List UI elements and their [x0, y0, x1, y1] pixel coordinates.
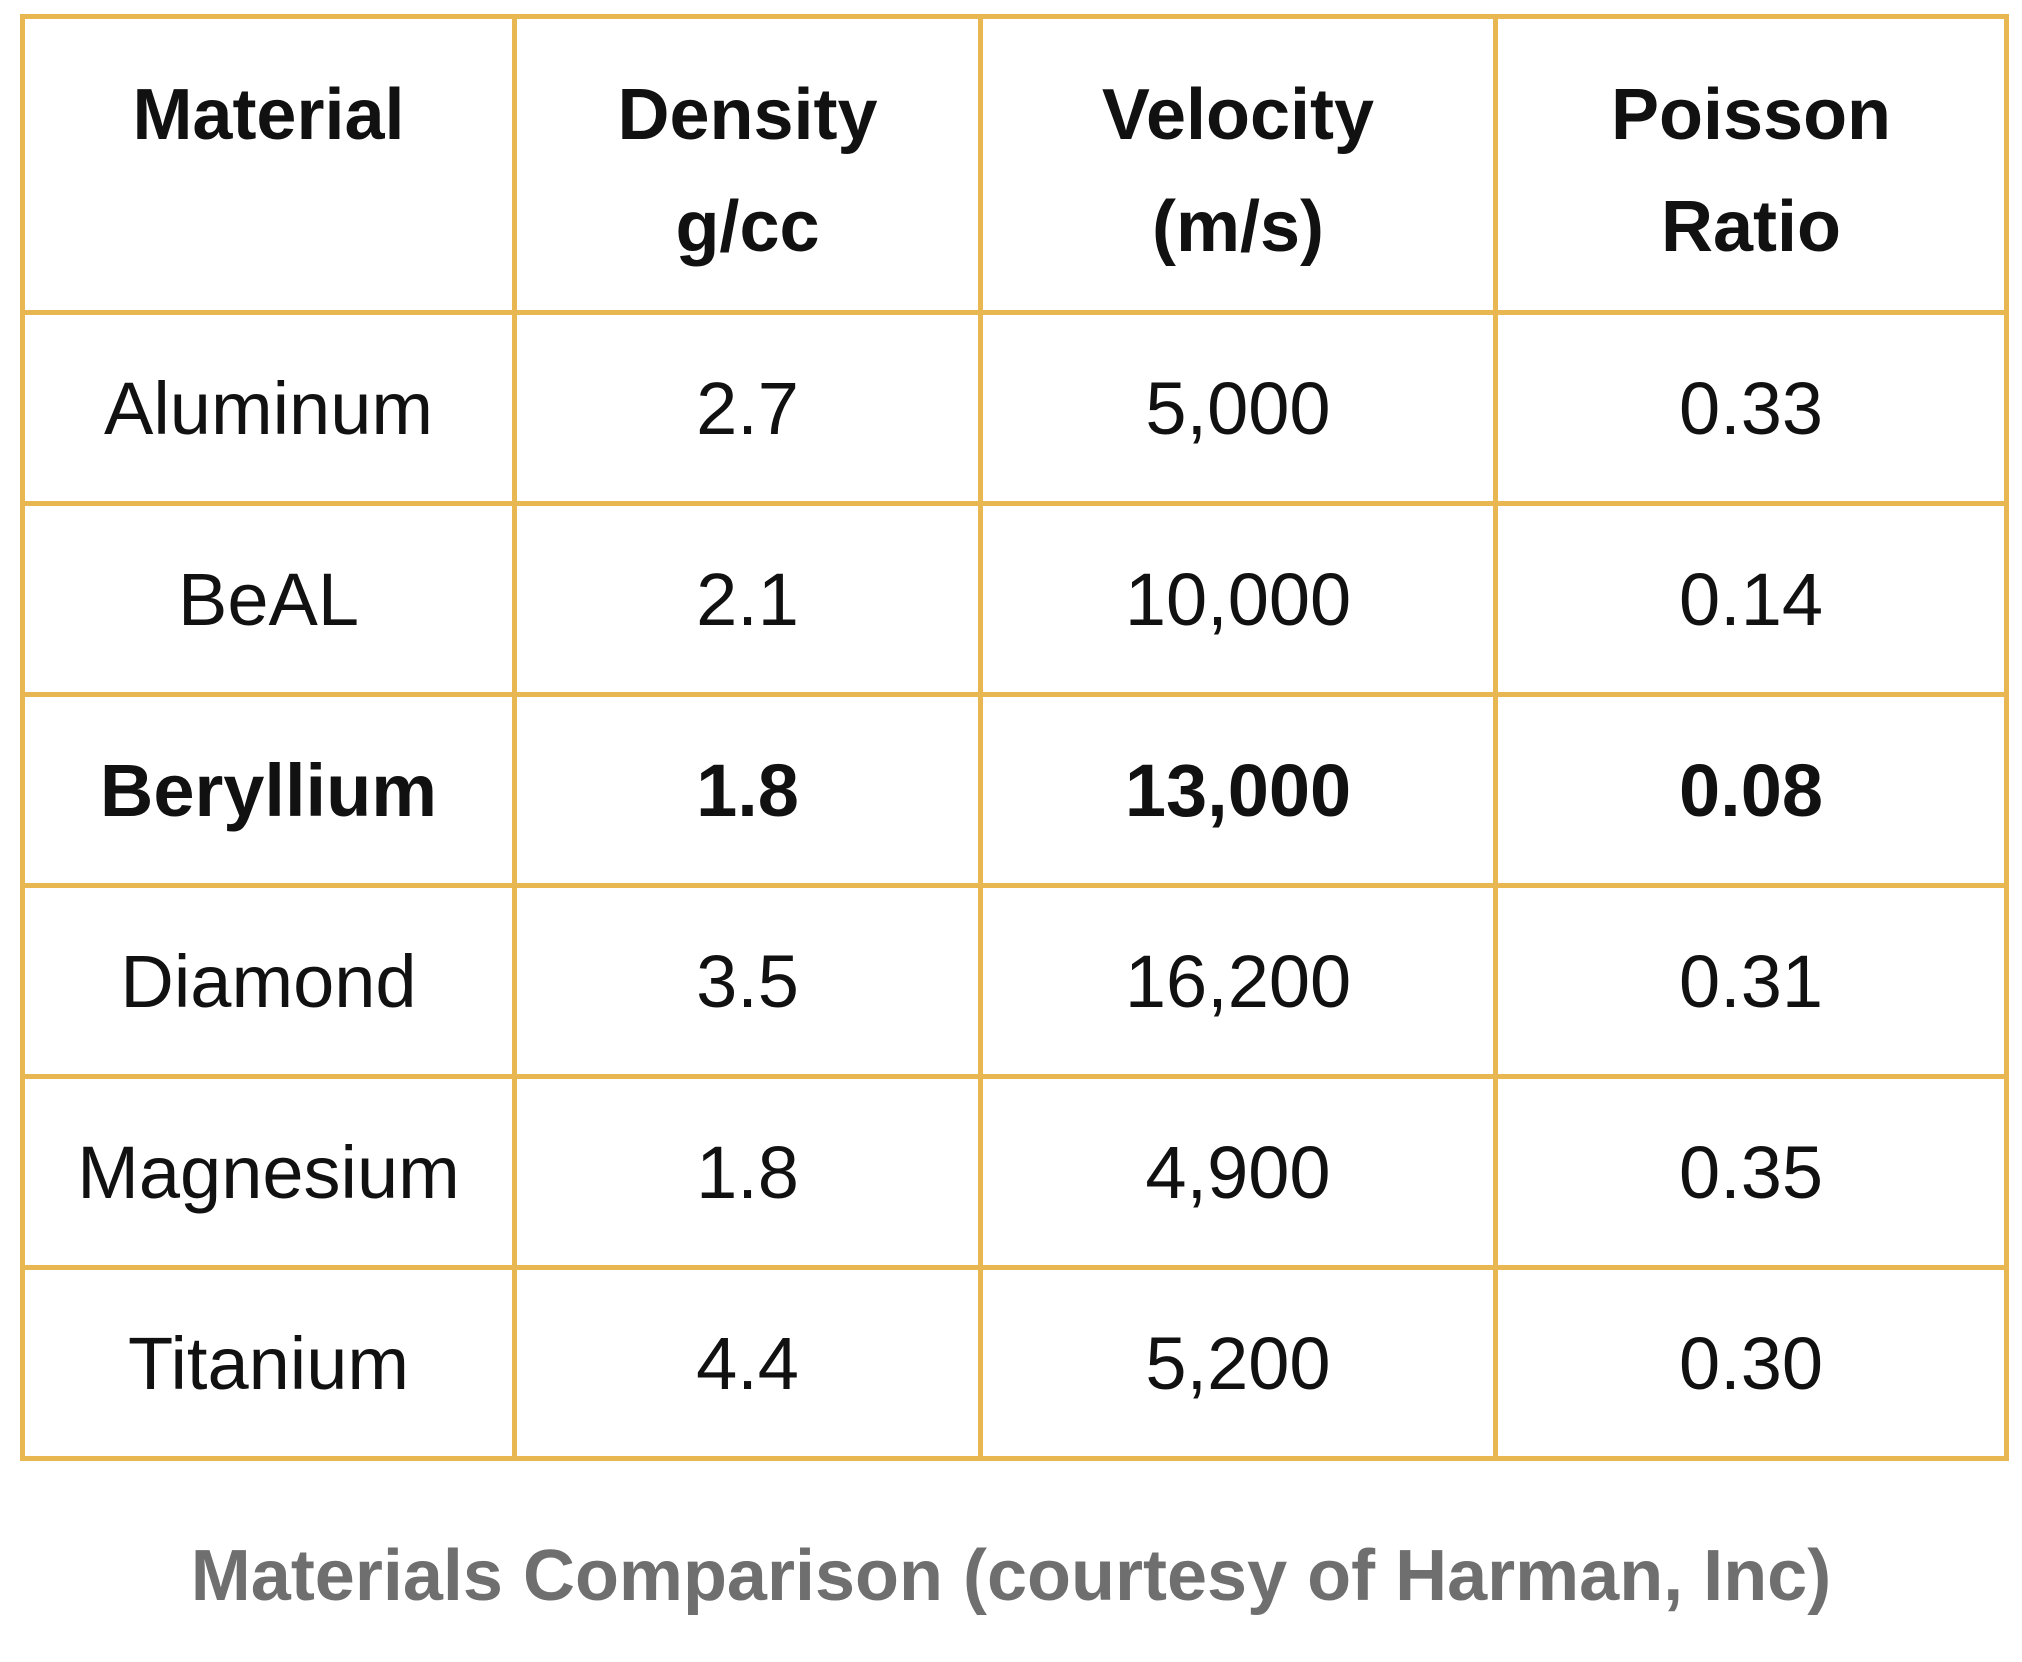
table-row: BeAL 2.1 10,000 0.14: [20, 501, 2009, 697]
cell-material: Beryllium: [20, 692, 517, 888]
cell-velocity: 5,200: [978, 1265, 1498, 1461]
cell-velocity: 16,200: [978, 883, 1498, 1079]
header-poisson: Poisson Ratio: [1493, 14, 2009, 315]
cell-poisson: 0.08: [1493, 692, 2009, 888]
cell-material: Titanium: [20, 1265, 517, 1461]
table-row: Titanium 4.4 5,200 0.30: [20, 1265, 2009, 1461]
cell-poisson: 0.30: [1493, 1265, 2009, 1461]
table-row: Diamond 3.5 16,200 0.31: [20, 883, 2009, 1079]
cell-density: 2.1: [512, 501, 983, 697]
cell-velocity: 4,900: [978, 1074, 1498, 1270]
cell-velocity: 5,000: [978, 310, 1498, 506]
table-caption: Materials Comparison (courtesy of Harman…: [190, 1536, 1832, 1616]
cell-density: 3.5: [512, 883, 983, 1079]
header-velocity-line-1: Velocity: [1101, 75, 1375, 155]
cell-velocity: 13,000: [978, 692, 1498, 888]
materials-table: Material Density g/cc Velocity (m/s) Poi…: [20, 14, 2009, 1461]
header-density: Density g/cc: [512, 14, 983, 315]
materials-table-container: Material Density g/cc Velocity (m/s) Poi…: [20, 14, 2009, 1461]
table-header-row: Material Density g/cc Velocity (m/s) Poi…: [20, 14, 2009, 315]
header-material: Material: [20, 14, 517, 315]
cell-material: Diamond: [20, 883, 517, 1079]
header-poisson-line-2: Ratio: [1661, 187, 1841, 267]
table-row-highlighted: Beryllium 1.8 13,000 0.08: [20, 692, 2009, 888]
header-density-line-1: Density: [617, 75, 878, 155]
cell-poisson: 0.14: [1493, 501, 2009, 697]
header-density-line-2: g/cc: [675, 187, 820, 267]
header-velocity: Velocity (m/s): [978, 14, 1498, 315]
cell-density: 2.7: [512, 310, 983, 506]
table-row: Aluminum 2.7 5,000 0.33: [20, 310, 2009, 506]
cell-density: 4.4: [512, 1265, 983, 1461]
cell-poisson: 0.35: [1493, 1074, 2009, 1270]
cell-material: BeAL: [20, 501, 517, 697]
cell-material: Magnesium: [20, 1074, 517, 1270]
cell-velocity: 10,000: [978, 501, 1498, 697]
cell-density: 1.8: [512, 1074, 983, 1270]
cell-density: 1.8: [512, 692, 983, 888]
cell-material: Aluminum: [20, 310, 517, 506]
header-material-line-1: Material: [132, 75, 405, 155]
table-row: Magnesium 1.8 4,900 0.35: [20, 1074, 2009, 1270]
header-poisson-line-1: Poisson: [1610, 75, 1892, 155]
cell-poisson: 0.31: [1493, 883, 2009, 1079]
header-velocity-line-2: (m/s): [1151, 187, 1325, 267]
cell-poisson: 0.33: [1493, 310, 2009, 506]
